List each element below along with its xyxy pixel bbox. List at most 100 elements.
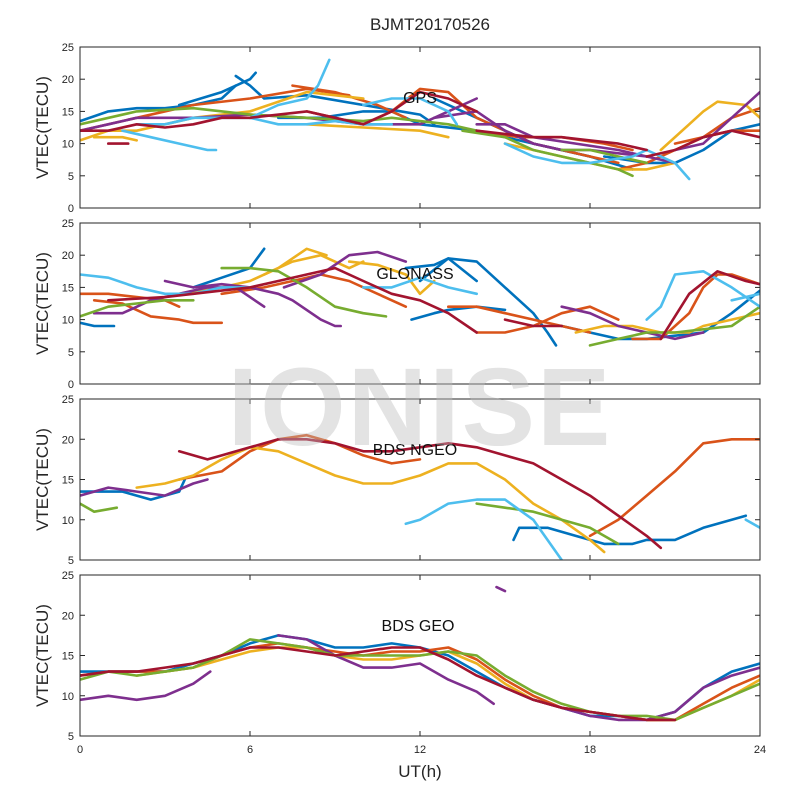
- series-line: [80, 502, 119, 513]
- series-line: [347, 260, 436, 296]
- series-line: [80, 84, 238, 123]
- series-line: [503, 142, 691, 181]
- series-line: [588, 438, 760, 538]
- y-tick-label: 5: [68, 731, 74, 743]
- panel-annotation: BDS GEO: [382, 618, 455, 635]
- series-line: [107, 266, 478, 334]
- series-line: [234, 74, 436, 126]
- y-tick-label: 20: [62, 610, 74, 622]
- subplot-3: 5 10 15 20 25 VTEC(TECU) BDS NGEO: [33, 394, 761, 567]
- series-line: [262, 253, 365, 276]
- series-line: [121, 129, 218, 152]
- series-line: [744, 518, 760, 530]
- y-tick-label: 20: [62, 434, 74, 446]
- series-line: [659, 270, 760, 341]
- series-line: [645, 129, 760, 158]
- series-line: [80, 273, 252, 296]
- subplot-4: 5 10 15 20 25 0 6 12 18 24 VTEC(TECU) BDS GEO: [33, 570, 766, 756]
- series-line: [362, 97, 459, 126]
- series-line: [80, 299, 195, 318]
- y-tick-label: 5: [68, 347, 74, 359]
- series-line: [220, 266, 388, 318]
- x-axis-label: UT(h): [398, 762, 441, 781]
- series-line: [277, 634, 495, 706]
- y-tick-label: 20: [62, 250, 74, 262]
- y-axis-label: VTEC(TECU): [33, 76, 52, 179]
- y-tick-label: 15: [62, 282, 74, 294]
- y-tick-label: 25: [62, 394, 74, 406]
- y-tick-label: 15: [62, 106, 74, 118]
- series-line: [80, 670, 212, 702]
- y-tick-label: 15: [62, 475, 74, 487]
- figure-title: BJMT20170526: [370, 15, 490, 34]
- series-line: [418, 257, 558, 347]
- series-line: [135, 116, 393, 126]
- series-group: [80, 585, 760, 722]
- series-line: [475, 305, 620, 334]
- series-line: [560, 148, 648, 165]
- series-line: [404, 257, 478, 283]
- y-axis-label: VTEC(TECU): [33, 428, 52, 531]
- series-line: [282, 250, 408, 289]
- series-line: [503, 318, 563, 328]
- series-line: [588, 305, 760, 347]
- axes-box: [79, 46, 761, 209]
- series-group: [80, 433, 760, 560]
- y-tick-label: 5: [68, 171, 74, 183]
- y-tick-label: 0: [68, 203, 74, 215]
- x-tick-label: 24: [754, 744, 766, 756]
- series-line: [410, 305, 507, 321]
- series-line: [80, 638, 760, 722]
- series-line: [475, 502, 620, 546]
- subplot-2: 0 5 10 15 20 25 VTEC(TECU) GLONASS: [33, 218, 761, 391]
- y-axis-label: VTEC(TECU): [33, 604, 52, 707]
- x-tick-label: 12: [414, 744, 426, 756]
- y-tick-label: 10: [62, 315, 74, 327]
- x-tick-label: 0: [77, 744, 83, 756]
- series-line: [135, 446, 606, 554]
- series-group: [80, 247, 760, 347]
- series-line: [80, 321, 116, 328]
- series-line: [404, 498, 563, 560]
- series-line: [645, 270, 760, 321]
- series-line: [177, 71, 257, 107]
- y-tick-label: 20: [62, 74, 74, 86]
- series-line: [92, 135, 138, 142]
- y-axis-label: VTEC(TECU): [33, 252, 52, 355]
- series-line: [163, 279, 342, 328]
- series-line: [192, 247, 266, 289]
- series-group: [80, 58, 760, 181]
- watermark: IONISE: [228, 346, 613, 469]
- y-tick-label: 10: [62, 515, 74, 527]
- y-tick-label: 25: [62, 218, 74, 230]
- series-line: [495, 585, 507, 593]
- series-line: [80, 478, 209, 497]
- series-line: [461, 129, 634, 178]
- panel-annotation: GPS: [403, 90, 437, 107]
- series-line: [177, 438, 663, 550]
- series-line: [560, 305, 705, 341]
- series-line: [80, 106, 478, 132]
- series-line: [80, 116, 252, 132]
- y-tick-label: 0: [68, 379, 74, 391]
- series-line: [362, 276, 478, 296]
- y-tick-label: 25: [62, 42, 74, 54]
- series-line: [80, 292, 181, 308]
- series-line: [248, 58, 331, 120]
- series-line: [177, 433, 422, 481]
- series-line: [475, 129, 648, 152]
- y-tick-label: 25: [62, 570, 74, 582]
- series-line: [432, 110, 535, 145]
- x-tick-label: 6: [247, 744, 253, 756]
- series-line: [92, 299, 223, 325]
- series-line: [659, 100, 760, 152]
- panel-annotation: GLONASS: [376, 266, 453, 283]
- series-line: [617, 129, 760, 171]
- y-tick-label: 10: [62, 139, 74, 151]
- series-line: [730, 292, 760, 302]
- series-line: [248, 90, 478, 126]
- series-line: [80, 646, 677, 722]
- y-tick-label: 10: [62, 691, 74, 703]
- x-tick-label: 18: [584, 744, 596, 756]
